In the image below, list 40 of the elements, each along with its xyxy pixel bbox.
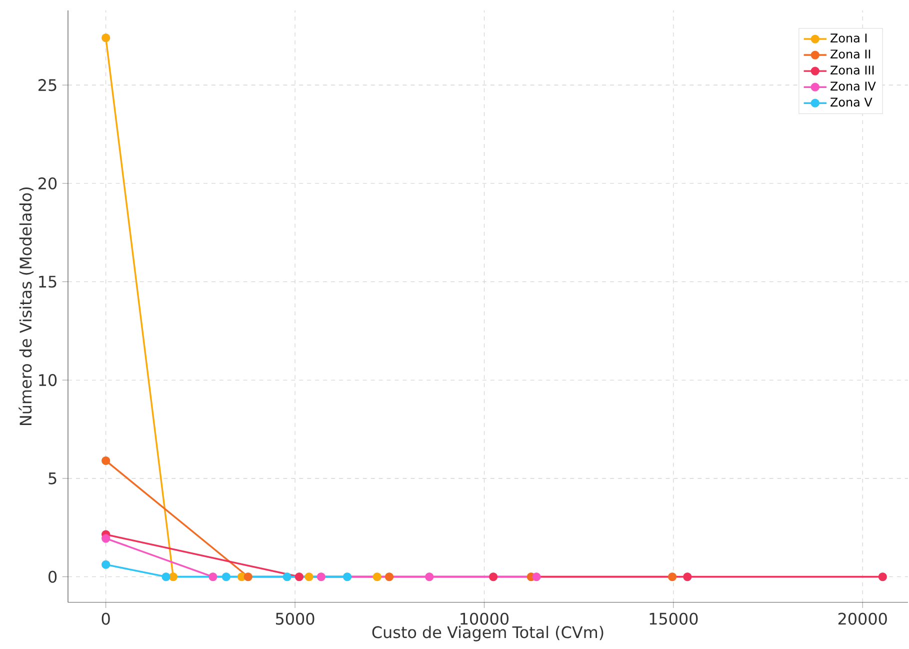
legend-label: Zona II — [830, 50, 870, 59]
point — [102, 534, 110, 543]
point — [316, 572, 326, 582]
point — [208, 572, 218, 582]
point — [222, 572, 230, 582]
y-tick-label: 25 — [38, 79, 56, 92]
point — [102, 34, 110, 42]
point — [282, 572, 292, 582]
x-tick-label: 10000 — [460, 612, 508, 625]
y-axis-title: Número de Visitas (Modelado) — [18, 187, 34, 425]
point — [294, 572, 304, 582]
x-tick-label: 15000 — [650, 612, 698, 625]
point — [102, 560, 110, 569]
point — [425, 572, 434, 582]
x-tick-label: 20000 — [838, 612, 887, 625]
y-tick-label: 15 — [39, 276, 56, 288]
point — [668, 572, 677, 582]
x-axis-title: Custo de Viagem Total (CVm) — [372, 626, 604, 642]
point — [683, 572, 692, 582]
legend-label: Zona I — [830, 34, 867, 43]
point — [342, 572, 352, 582]
point — [878, 572, 887, 582]
point — [304, 572, 314, 582]
point — [488, 572, 498, 582]
point — [372, 572, 382, 582]
legend-label: Zona III — [830, 66, 874, 75]
x-tick-label: 0 — [102, 612, 110, 625]
point — [102, 456, 110, 466]
point — [384, 572, 394, 582]
x-tick-label: 5000 — [276, 612, 314, 625]
legend-label: Zona IV — [830, 82, 876, 91]
y-tick-label: 0 — [48, 570, 57, 583]
point — [168, 572, 178, 582]
legend-label: Zona V — [830, 98, 872, 107]
point — [244, 572, 252, 582]
y-tick-label: 10 — [39, 374, 57, 386]
point — [532, 572, 541, 582]
y-tick-label: 20 — [38, 177, 57, 190]
point — [162, 572, 170, 582]
y-tick-label: 5 — [48, 472, 56, 484]
